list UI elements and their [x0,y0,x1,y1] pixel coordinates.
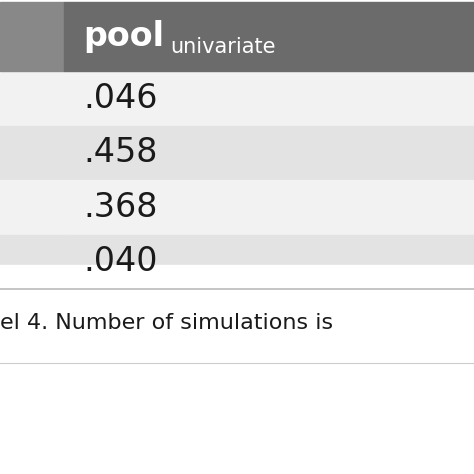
Bar [0,180,64,235]
Bar [64,235,474,289]
Text: .046: .046 [83,82,157,115]
Text: univariate: univariate [171,37,276,57]
Bar [64,180,474,235]
Text: el 4. Number of simulations is: el 4. Number of simulations is [0,313,333,333]
Bar [0,235,64,289]
Text: .458: .458 [83,137,157,169]
Bar [0,2,64,71]
Bar [0,71,64,126]
Text: .040: .040 [83,246,157,278]
Text: .368: .368 [83,191,157,224]
Bar [64,71,474,126]
Bar [64,126,474,180]
Text: pool: pool [83,20,164,53]
Bar [64,2,474,71]
Bar [0,126,64,180]
Bar [0,265,474,403]
